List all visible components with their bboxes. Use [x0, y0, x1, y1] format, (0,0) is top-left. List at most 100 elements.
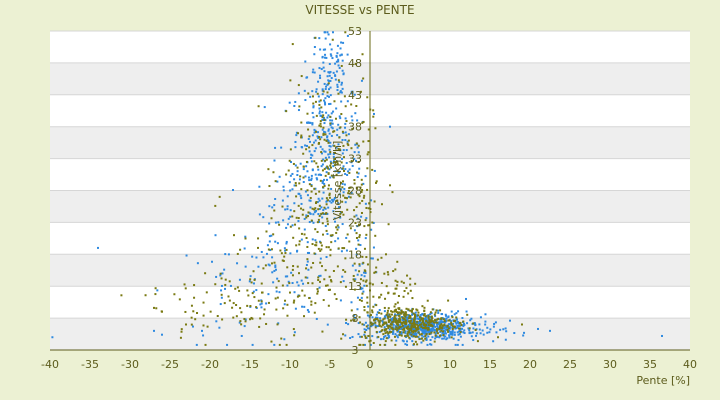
data-point	[334, 78, 337, 81]
data-point	[338, 193, 341, 196]
data-point	[330, 112, 333, 115]
data-point	[255, 256, 258, 259]
data-point	[446, 337, 449, 340]
data-point	[374, 127, 377, 130]
data-point	[400, 333, 403, 336]
data-point	[436, 332, 439, 335]
data-point	[328, 168, 331, 171]
data-point	[416, 343, 419, 346]
data-point	[440, 317, 443, 320]
data-point	[359, 288, 362, 291]
data-point	[270, 262, 273, 265]
data-point	[261, 291, 263, 294]
data-point	[291, 172, 294, 175]
data-point	[308, 135, 311, 138]
data-point	[371, 168, 374, 171]
data-point	[308, 221, 311, 224]
data-point	[307, 268, 310, 271]
data-point	[270, 217, 273, 220]
data-point	[458, 327, 461, 330]
data-point	[282, 307, 285, 310]
data-point	[385, 323, 388, 326]
data-point	[331, 122, 334, 125]
data-point	[389, 125, 391, 128]
data-point	[459, 327, 462, 330]
data-point	[452, 337, 455, 340]
data-point	[317, 247, 320, 250]
data-point	[403, 314, 406, 317]
data-point	[325, 178, 328, 181]
data-point	[419, 328, 422, 331]
data-point	[398, 333, 401, 336]
data-point	[424, 337, 427, 340]
data-point	[289, 252, 292, 255]
data-point	[499, 328, 502, 331]
data-point	[305, 76, 308, 79]
data-point	[335, 60, 338, 63]
data-point	[390, 318, 393, 321]
data-point	[322, 133, 325, 136]
data-point	[394, 268, 397, 271]
data-point	[367, 207, 370, 210]
data-point	[326, 75, 329, 78]
data-point	[475, 332, 478, 335]
data-point	[220, 284, 223, 287]
data-point	[392, 328, 395, 331]
data-point	[327, 141, 330, 144]
data-point	[286, 284, 289, 287]
data-point	[304, 190, 307, 193]
data-point	[291, 215, 294, 218]
data-point	[154, 287, 157, 290]
data-point	[318, 107, 321, 110]
data-point	[313, 160, 316, 163]
data-point	[371, 283, 374, 286]
data-point	[513, 332, 516, 335]
data-point	[437, 309, 440, 312]
data-point	[314, 244, 317, 247]
data-point	[209, 310, 212, 313]
data-point	[492, 340, 495, 343]
data-point	[347, 170, 350, 173]
data-point	[350, 115, 353, 118]
data-point	[380, 330, 383, 333]
data-point	[328, 88, 331, 91]
data-point	[249, 275, 252, 278]
data-point	[358, 263, 361, 266]
data-point	[329, 279, 332, 282]
data-point	[412, 325, 415, 328]
data-point	[286, 314, 289, 317]
data-point	[219, 274, 222, 277]
data-point	[324, 119, 327, 122]
data-point	[406, 340, 409, 343]
data-point	[285, 226, 288, 229]
data-point	[342, 165, 345, 168]
data-point	[390, 339, 393, 342]
data-point	[347, 133, 350, 136]
data-point	[353, 319, 356, 322]
data-point	[428, 329, 431, 332]
data-point	[319, 48, 322, 51]
data-point	[421, 321, 424, 324]
data-point	[357, 144, 360, 147]
data-point	[393, 292, 396, 295]
data-point	[329, 119, 332, 122]
data-point	[386, 324, 389, 327]
data-point	[329, 53, 332, 56]
data-point	[385, 328, 388, 331]
data-point	[376, 316, 379, 319]
data-point	[219, 272, 222, 275]
data-point	[337, 60, 340, 63]
data-point	[333, 198, 336, 201]
data-point	[388, 320, 391, 323]
data-point	[266, 244, 269, 247]
data-point	[271, 256, 274, 259]
data-point	[193, 284, 196, 287]
data-point	[462, 320, 465, 323]
data-point	[398, 308, 401, 311]
data-point	[371, 322, 374, 325]
data-point	[326, 212, 329, 215]
data-point	[440, 321, 443, 324]
data-point	[322, 299, 325, 302]
data-point	[238, 321, 241, 324]
data-point	[287, 217, 290, 220]
